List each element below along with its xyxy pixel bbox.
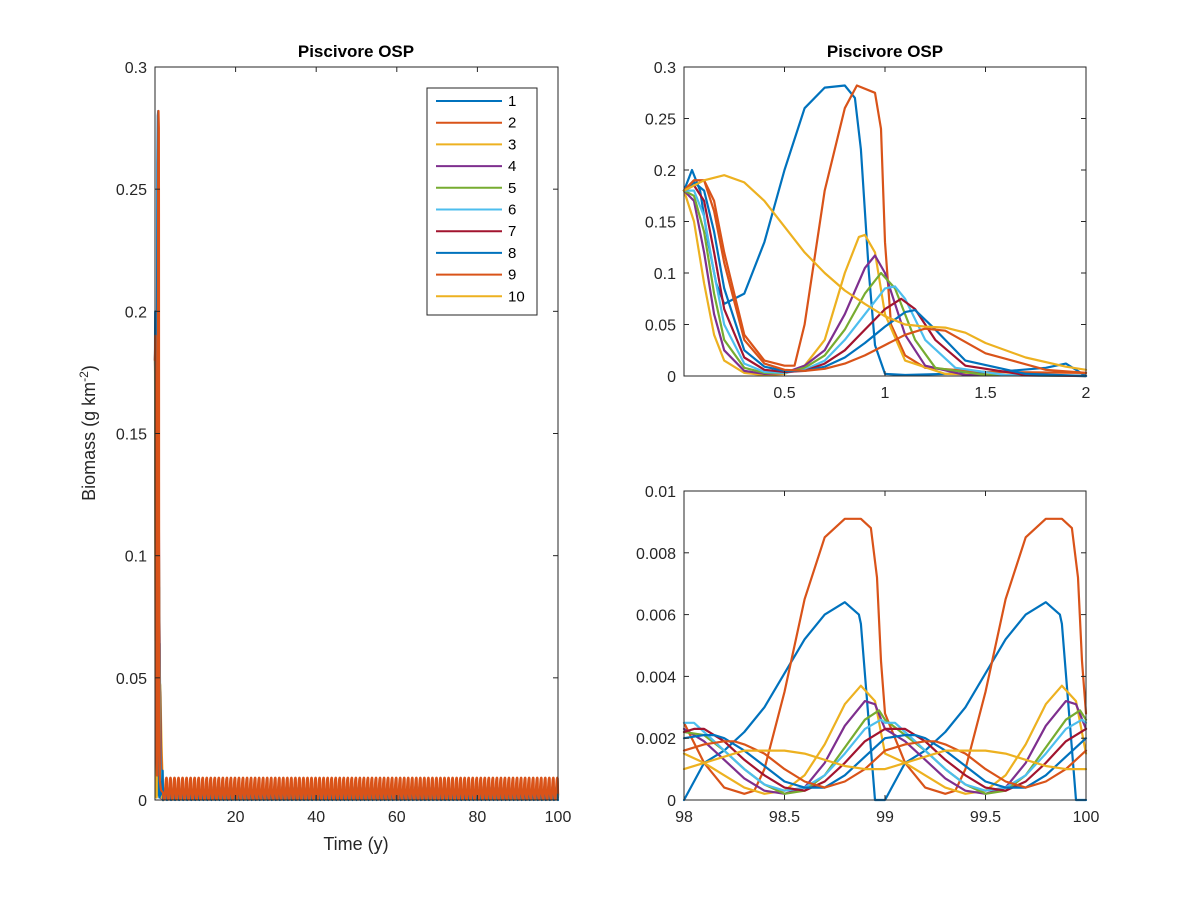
chart-top-right-series-9 — [682, 179, 1088, 374]
chart-top-right-series-5 — [682, 189, 1088, 378]
chart-left-ytick-label: 0.05 — [116, 671, 147, 688]
chart-bottom-right-series-3 — [682, 684, 1088, 795]
chart-top-right-ytick-label: 0.2 — [654, 163, 676, 180]
chart-top-right-ytick-label: 0.3 — [654, 60, 676, 77]
chart-left-xtick-label: 80 — [469, 809, 487, 826]
chart-left-series — [153, 109, 560, 802]
chart-bottom-right-ytick-label: 0.006 — [636, 608, 676, 625]
chart-left-series-7 — [153, 346, 560, 802]
chart-left-series-4 — [153, 359, 560, 802]
chart-top-right-series-10 — [682, 174, 1088, 371]
chart-top-right-xtick-label: 1.5 — [974, 385, 996, 402]
chart-left-ytick-label: 0 — [138, 793, 147, 810]
chart-top-right-xtick-label: 2 — [1082, 385, 1091, 402]
legend-label-3: 3 — [508, 136, 516, 153]
chart-top-right-series-4 — [682, 189, 1088, 378]
legend-label-7: 7 — [508, 223, 516, 240]
chart-top-right: Piscivore OSP 0.5 1 1.5 2 0 0.05 0.1 0.15 0.2 0.2… — [645, 42, 1091, 402]
chart-left-series-10 — [153, 322, 560, 799]
chart-top-right-series-3 — [682, 189, 1088, 378]
chart-bottom-right-xtick-label: 99 — [876, 809, 894, 826]
chart-top-right-title: Piscivore OSP — [827, 42, 943, 61]
chart-top-right-ytick-label: 0.1 — [654, 266, 676, 283]
chart-bottom-right-series-6 — [682, 718, 1088, 792]
chart-top-right-xtick-label: 0.5 — [773, 385, 795, 402]
chart-top-right-series — [682, 84, 1088, 378]
chart-left-series-3 — [153, 359, 560, 802]
chart-top-right-series-7 — [682, 184, 1088, 378]
chart-left-xtick-label: 100 — [545, 809, 572, 826]
chart-top-right-ytick-label: 0.25 — [645, 112, 676, 129]
chart-left-xlabel: Time (y) — [323, 834, 388, 854]
legend-label-10: 10 — [508, 288, 525, 305]
chart-top-right-ytick-label: 0.15 — [645, 215, 676, 232]
chart-bottom-right-series-9 — [682, 740, 1088, 789]
chart-left: Piscivore OSP 20 40 60 80 100 0 0.05 0.1 0.15 0.2… — [77, 42, 571, 854]
chart-left-ylabel: Biomass (g km-2) — [77, 365, 99, 501]
chart-bottom-right-series-2 — [682, 517, 1088, 795]
chart-bottom-right-xtick-label: 100 — [1073, 809, 1100, 826]
chart-bottom-right-series-10 — [682, 749, 1088, 771]
chart-left-xtick-label: 40 — [307, 809, 325, 826]
chart-bottom-right-series-8 — [682, 734, 1088, 789]
legend-label-8: 8 — [508, 245, 516, 262]
chart-bottom-right-ytick-label: 0.004 — [636, 669, 676, 686]
chart-bottom-right-ytick-label: 0.01 — [645, 484, 676, 501]
chart-left-ytick-label: 0.1 — [125, 549, 147, 566]
legend-box — [426, 87, 538, 316]
chart-left-ytick-label: 0.2 — [125, 304, 147, 321]
legend-label-2: 2 — [508, 115, 516, 132]
legend-label-4: 4 — [508, 158, 516, 175]
chart-left-series-6 — [153, 359, 560, 802]
chart-left-ticks: 20 40 60 80 100 0 0.05 0.1 0.15 0.2 0.25 0.3 — [116, 60, 572, 826]
chart-top-right-xtick-label: 1 — [881, 385, 890, 402]
chart-left-title: Piscivore OSP — [298, 42, 414, 61]
legend-label-6: 6 — [508, 202, 516, 219]
chart-bottom-right: 98 98.5 99 99.5 100 0 0.002 0.004 0.006 0.008 0.01 — [636, 484, 1099, 826]
chart-top-right-series-6 — [682, 189, 1088, 378]
chart-bottom-right-ytick-label: 0.002 — [636, 731, 676, 748]
chart-top-right-ytick-label: 0 — [667, 369, 676, 386]
chart-top-right-ytick-label: 0.05 — [645, 318, 676, 335]
chart-left-series-9 — [153, 334, 560, 801]
chart-bottom-right-xtick-label: 98.5 — [769, 809, 800, 826]
chart-left-ytick-label: 0.25 — [116, 182, 147, 199]
chart-left-ytick-label: 0.15 — [116, 427, 147, 444]
chart-left-xtick-label: 60 — [388, 809, 406, 826]
chart-left-series-8 — [153, 339, 560, 802]
legend-label-1: 1 — [508, 93, 516, 110]
legend-label-9: 9 — [508, 267, 516, 284]
chart-bottom-right-ticks: 98 98.5 99 99.5 100 0 0.002 0.004 0.006 0.008 0.01 — [636, 484, 1099, 826]
chart-bottom-right-series — [682, 517, 1088, 802]
chart-left-ytick-label: 0.3 — [125, 60, 147, 77]
chart-top-right-ticks: 0.5 1 1.5 2 0 0.05 0.1 0.15 0.2 0.25 0.3 — [645, 60, 1091, 402]
chart-bottom-right-ytick-label: 0 — [667, 793, 676, 810]
chart-left-xtick-label: 20 — [227, 809, 245, 826]
chart-bottom-right-xtick-label: 99.5 — [970, 809, 1001, 826]
chart-bottom-right-xtick-label: 98 — [675, 809, 693, 826]
chart-left-series-5 — [153, 359, 560, 802]
chart-left-legend: 1 2 3 4 5 6 7 8 9 10 — [426, 87, 538, 316]
chart-top-right-series-2 — [682, 84, 1088, 374]
legend-label-5: 5 — [508, 180, 516, 197]
chart-bottom-right-ytick-label: 0.008 — [636, 546, 676, 563]
chart-left-series-2 — [153, 109, 560, 801]
